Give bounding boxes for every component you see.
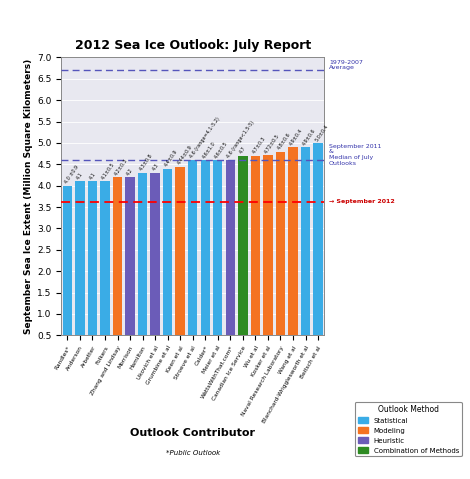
Text: 4.3: 4.3 <box>151 163 159 172</box>
Bar <box>75 182 85 357</box>
Text: 4.3±0.8: 4.3±0.8 <box>139 153 154 172</box>
Text: 1979-2007
Average: 1979-2007 Average <box>329 60 363 70</box>
Text: September 2011
&
Median of July
Outlooks: September 2011 & Median of July Outlooks <box>329 144 381 166</box>
Text: Outlook Contributor: Outlook Contributor <box>130 429 255 438</box>
Text: 4.6 (range<1.5-5): 4.6 (range<1.5-5) <box>226 120 256 159</box>
Text: 4.1: 4.1 <box>76 171 84 181</box>
Bar <box>213 160 222 357</box>
Title: 2012 Sea Ice Outlook: July Report: 2012 Sea Ice Outlook: July Report <box>75 39 311 52</box>
Y-axis label: September Sea Ice Extent (Million Square Kilometers): September Sea Ice Extent (Million Square… <box>24 59 33 334</box>
Bar <box>313 143 323 357</box>
Text: 4.0 ±0.9: 4.0 ±0.9 <box>63 165 79 185</box>
Bar <box>150 173 160 357</box>
Text: 4.9±0.4: 4.9±0.4 <box>289 127 304 147</box>
Bar <box>125 177 135 357</box>
Text: 4.1: 4.1 <box>88 171 97 181</box>
Bar <box>276 151 285 357</box>
Bar <box>238 156 248 357</box>
Bar <box>138 173 147 357</box>
Text: 4.9±0.6: 4.9±0.6 <box>301 127 317 147</box>
Bar <box>263 155 273 357</box>
Bar <box>288 147 298 357</box>
Text: → September 2012: → September 2012 <box>329 199 395 204</box>
Text: 4.2: 4.2 <box>126 167 134 176</box>
Bar <box>163 169 172 357</box>
Bar <box>100 182 110 357</box>
Bar <box>201 160 210 357</box>
Text: 4.6 (range=4.1-5.2): 4.6 (range=4.1-5.2) <box>188 116 220 159</box>
Text: 4.6±1.0: 4.6±1.0 <box>201 140 217 159</box>
Text: 5.0±0.4: 5.0±0.4 <box>314 123 329 142</box>
Legend: Statistical, Modeling, Heuristic, Combination of Methods: Statistical, Modeling, Heuristic, Combin… <box>355 402 462 456</box>
Text: 4.7±0.3: 4.7±0.3 <box>251 136 266 155</box>
Text: 4.8±0.6: 4.8±0.6 <box>276 132 292 151</box>
Bar <box>251 156 260 357</box>
Bar <box>301 147 310 357</box>
Bar <box>88 182 97 357</box>
Bar <box>226 160 235 357</box>
Text: 4.72±0.5: 4.72±0.5 <box>264 133 281 154</box>
Bar <box>188 160 197 357</box>
Bar <box>175 167 185 357</box>
Text: 4.2±0.3: 4.2±0.3 <box>113 158 129 176</box>
Text: 4.1±0.5: 4.1±0.5 <box>101 161 116 181</box>
Text: *Public Outlook: *Public Outlook <box>165 450 220 456</box>
Bar <box>113 177 122 357</box>
Text: 4.6±0.5: 4.6±0.5 <box>214 140 229 159</box>
Text: 4.4±0.9: 4.4±0.9 <box>164 149 179 168</box>
Text: 4.7: 4.7 <box>239 146 247 155</box>
Bar <box>63 186 72 357</box>
Text: 4.44±0.9: 4.44±0.9 <box>176 145 193 166</box>
